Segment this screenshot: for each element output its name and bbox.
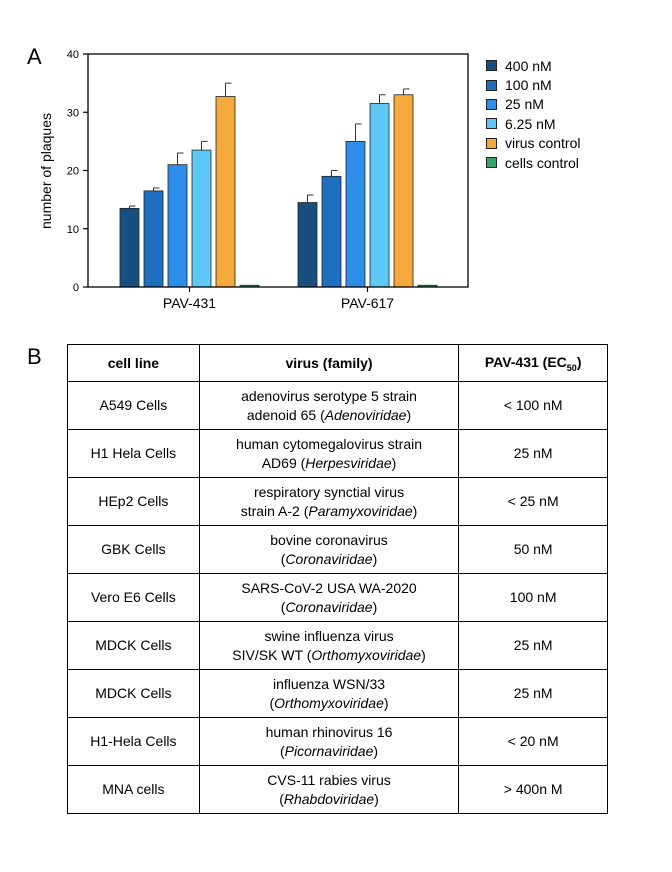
legend-item: 400 nM bbox=[486, 56, 580, 75]
legend-swatch bbox=[486, 79, 497, 91]
virus-family: adenovirus serotype 5 strain adenoid 65 (… bbox=[198, 381, 460, 430]
bar bbox=[345, 140, 366, 288]
table-row: H1 Hela Cells human cytomegalovirus strai… bbox=[67, 429, 608, 478]
legend-item: virus control bbox=[486, 134, 580, 153]
cell-line: MDCK Cells bbox=[67, 621, 200, 670]
cell-line: Vero E6 Cells bbox=[67, 573, 200, 622]
legend-swatch bbox=[486, 118, 497, 130]
bar bbox=[215, 96, 236, 288]
ec50-value: < 100 nM bbox=[458, 381, 608, 430]
cell-line: A549 Cells bbox=[67, 381, 200, 430]
bar bbox=[369, 103, 390, 288]
ec50-value: 25 nM bbox=[458, 621, 608, 670]
virus-table: cell line virus (family) PAV-431 (EC50) … bbox=[67, 344, 608, 814]
ec50-value: > 400n M bbox=[458, 765, 608, 814]
bar-chart: 0 10 20 30 40 PAV-431 PAV-617 number of plaque… bbox=[38, 49, 469, 311]
cell-line: MDCK Cells bbox=[67, 669, 200, 718]
table-row: GBK Cells bovine coronavirus (Coronavirida… bbox=[67, 525, 608, 574]
legend-swatch bbox=[486, 98, 497, 110]
virus-family: human rhinovirus 16 (Picornaviridae) bbox=[198, 717, 460, 766]
bar bbox=[191, 149, 212, 288]
cell-line: MNA cells bbox=[67, 765, 200, 814]
y-tick-label: 40 bbox=[67, 49, 79, 61]
bar bbox=[167, 164, 188, 288]
header-virus-family: virus (family) bbox=[198, 344, 460, 382]
legend-item: cells control bbox=[486, 153, 580, 172]
virus-family: influenza WSN/33 (Orthomyxoviridae) bbox=[198, 669, 460, 718]
table-row: HEp2 Cells respiratory synctial virus stra… bbox=[67, 477, 608, 526]
legend-label: 25 nM bbox=[505, 96, 544, 113]
y-tick-label: 30 bbox=[67, 107, 79, 119]
bar bbox=[119, 207, 140, 288]
y-tick-label: 0 bbox=[73, 282, 79, 294]
legend-label: cells control bbox=[505, 154, 579, 171]
legend-item: 25 nM bbox=[486, 95, 580, 114]
cell-line: HEp2 Cells bbox=[67, 477, 200, 526]
cell-line: H1 Hela Cells bbox=[67, 429, 200, 478]
panel-a-letter: A bbox=[27, 44, 42, 69]
table-row: MDCK Cells influenza WSN/33 (Orthomyxoviri… bbox=[67, 669, 608, 718]
ec50-value: 100 nM bbox=[458, 573, 608, 622]
x-tick-label: PAV-431 bbox=[163, 295, 216, 311]
table-row: MNA cells CVS-11 rabies virus (Rhabdovirid… bbox=[67, 765, 608, 814]
bar bbox=[297, 202, 318, 288]
chart-legend: 400 nM 100 nM 25 nM 6.25 nM virus control cel… bbox=[486, 56, 580, 172]
bar bbox=[393, 94, 414, 288]
y-tick-label: 10 bbox=[67, 224, 79, 236]
ec50-value: < 25 nM bbox=[458, 477, 608, 526]
table-row: A549 Cells adenovirus serotype 5 strain ad… bbox=[67, 381, 608, 430]
legend-swatch bbox=[486, 60, 497, 72]
cell-line: H1-Hela Cells bbox=[67, 717, 200, 766]
panel-b-letter: B bbox=[27, 344, 42, 369]
table-row: Vero E6 Cells SARS-CoV-2 USA WA-2020 (Coro… bbox=[67, 573, 608, 622]
y-tick-label: 20 bbox=[67, 166, 79, 178]
legend-swatch bbox=[486, 137, 497, 149]
legend-label: 100 nM bbox=[505, 77, 552, 94]
bar bbox=[143, 190, 164, 288]
legend-label: virus control bbox=[505, 135, 581, 152]
ec50-value: 50 nM bbox=[458, 525, 608, 574]
ec50-value: 25 nM bbox=[458, 669, 608, 718]
ec50-value: 25 nM bbox=[458, 429, 608, 478]
virus-family: SARS-CoV-2 USA WA-2020 (Coronaviridae) bbox=[198, 573, 460, 622]
x-tick-label: PAV-617 bbox=[341, 295, 394, 311]
virus-family: swine influenza virus SIV/SK WT (Orthomyx… bbox=[198, 621, 460, 670]
legend-item: 6.25 nM bbox=[486, 114, 580, 133]
legend-label: 400 nM bbox=[505, 57, 552, 74]
bar bbox=[321, 175, 342, 288]
virus-family: bovine coronavirus (Coronaviridae) bbox=[198, 525, 460, 574]
legend-swatch bbox=[486, 157, 497, 169]
ec50-value: < 20 nM bbox=[458, 717, 608, 766]
legend-item: 100 nM bbox=[486, 75, 580, 94]
virus-family: respiratory synctial virus strain A-2 (Pa… bbox=[198, 477, 460, 526]
table-row: H1-Hela Cells human rhinovirus 16 (Picorna… bbox=[67, 717, 608, 766]
virus-family: CVS-11 rabies virus (Rhabdoviridae) bbox=[198, 765, 460, 814]
header-cell-line: cell line bbox=[67, 344, 200, 382]
table-row: MDCK Cells swine influenza virus SIV/SK WT… bbox=[67, 621, 608, 670]
cell-line: GBK Cells bbox=[67, 525, 200, 574]
virus-family: human cytomegalovirus strain AD69 (Herpes… bbox=[198, 429, 460, 478]
legend-label: 6.25 nM bbox=[505, 115, 556, 132]
y-axis-label: number of plaques bbox=[38, 113, 54, 229]
table-header-row: cell line virus (family) PAV-431 (EC50) bbox=[67, 344, 608, 382]
header-ec50: PAV-431 (EC50) bbox=[458, 344, 608, 382]
